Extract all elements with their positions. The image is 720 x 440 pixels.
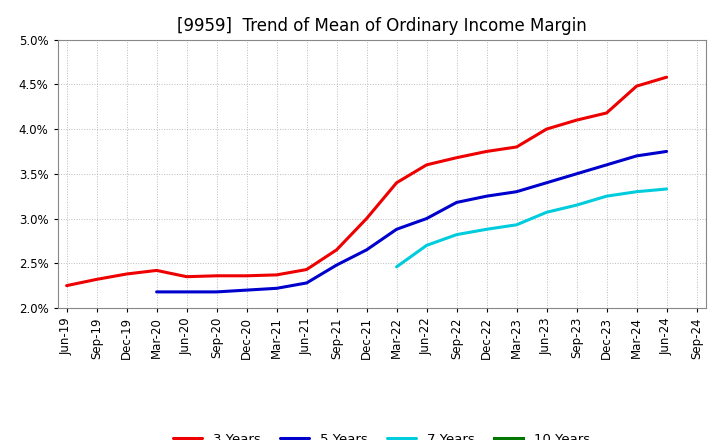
3 Years bbox=[302, 267, 311, 272]
7 Years bbox=[392, 264, 401, 269]
3 Years bbox=[513, 144, 521, 150]
5 Years bbox=[302, 280, 311, 286]
5 Years bbox=[513, 189, 521, 194]
3 Years bbox=[212, 273, 221, 279]
3 Years bbox=[602, 110, 611, 116]
5 Years bbox=[242, 287, 251, 293]
3 Years bbox=[362, 216, 371, 221]
7 Years bbox=[632, 189, 641, 194]
7 Years bbox=[602, 194, 611, 199]
5 Years bbox=[362, 247, 371, 253]
3 Years bbox=[422, 162, 431, 168]
3 Years bbox=[153, 268, 161, 273]
7 Years bbox=[482, 227, 491, 232]
3 Years bbox=[122, 271, 131, 277]
3 Years bbox=[182, 274, 191, 279]
5 Years bbox=[632, 153, 641, 158]
5 Years bbox=[182, 289, 191, 294]
Legend: 3 Years, 5 Years, 7 Years, 10 Years: 3 Years, 5 Years, 7 Years, 10 Years bbox=[168, 427, 595, 440]
3 Years bbox=[333, 247, 341, 253]
7 Years bbox=[452, 232, 461, 237]
5 Years bbox=[602, 162, 611, 168]
5 Years bbox=[482, 194, 491, 199]
3 Years bbox=[242, 273, 251, 279]
5 Years bbox=[422, 216, 431, 221]
7 Years bbox=[662, 187, 671, 192]
Line: 3 Years: 3 Years bbox=[66, 77, 667, 286]
Title: [9959]  Trend of Mean of Ordinary Income Margin: [9959] Trend of Mean of Ordinary Income … bbox=[176, 17, 587, 35]
3 Years bbox=[272, 272, 281, 278]
5 Years bbox=[392, 227, 401, 232]
5 Years bbox=[212, 289, 221, 294]
7 Years bbox=[572, 202, 581, 208]
7 Years bbox=[513, 222, 521, 227]
3 Years bbox=[662, 74, 671, 80]
5 Years bbox=[542, 180, 551, 185]
3 Years bbox=[542, 126, 551, 132]
7 Years bbox=[542, 209, 551, 215]
3 Years bbox=[392, 180, 401, 185]
3 Years bbox=[482, 149, 491, 154]
3 Years bbox=[452, 155, 461, 160]
Line: 5 Years: 5 Years bbox=[157, 151, 667, 292]
5 Years bbox=[452, 200, 461, 205]
3 Years bbox=[92, 277, 101, 282]
5 Years bbox=[572, 171, 581, 176]
Line: 7 Years: 7 Years bbox=[397, 189, 667, 267]
5 Years bbox=[153, 289, 161, 294]
5 Years bbox=[272, 286, 281, 291]
3 Years bbox=[572, 117, 581, 123]
3 Years bbox=[632, 84, 641, 89]
5 Years bbox=[333, 262, 341, 268]
3 Years bbox=[62, 283, 71, 288]
5 Years bbox=[662, 149, 671, 154]
7 Years bbox=[422, 243, 431, 248]
